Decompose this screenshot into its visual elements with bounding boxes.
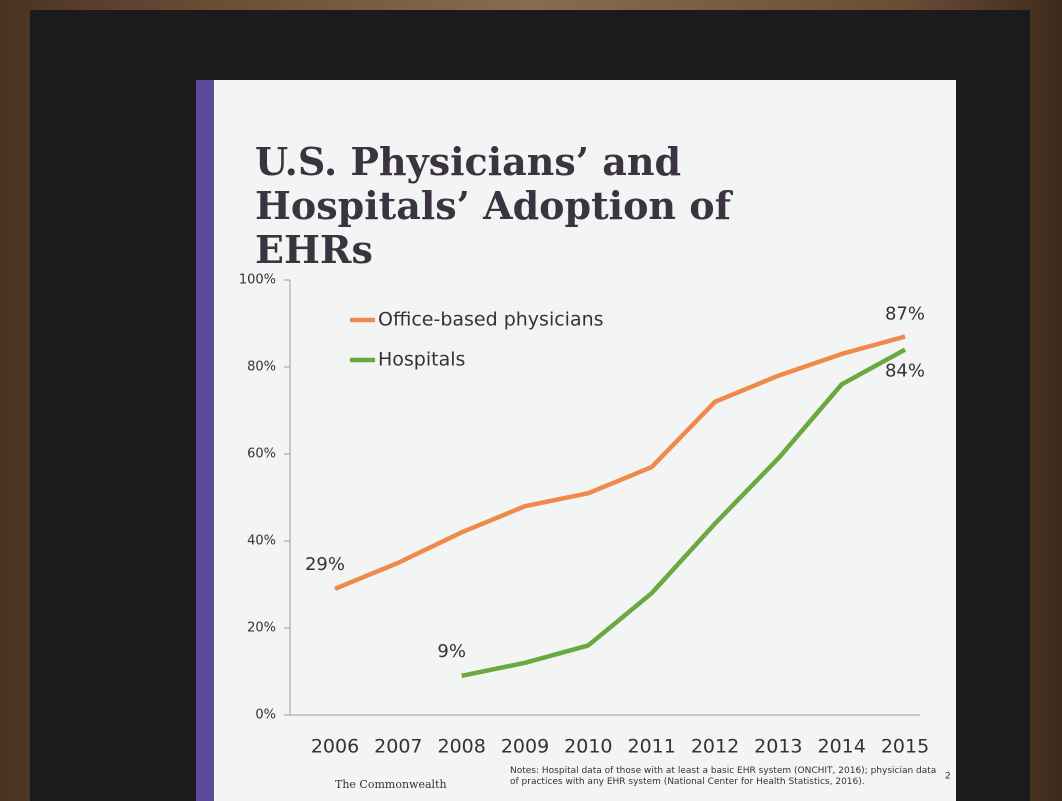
y-tick-label: 40% bbox=[247, 534, 276, 549]
x-tick-label: 2015 bbox=[881, 736, 929, 758]
chart: The Commonwealth 2 0% 20% 40% 60% 80% 100% 200… bbox=[0, 0, 1062, 801]
x-tick-label: 2009 bbox=[501, 736, 549, 758]
series-line bbox=[462, 350, 905, 676]
x-tick-label: 2007 bbox=[374, 736, 422, 758]
x-tick-label: 2010 bbox=[564, 736, 612, 758]
x-tick-label: 2013 bbox=[754, 736, 802, 758]
x-tick-label: 2008 bbox=[437, 736, 485, 758]
x-tick-label: 2014 bbox=[817, 736, 865, 758]
page-number: 2 bbox=[945, 772, 951, 782]
series-line bbox=[335, 337, 905, 589]
data-label: 29% bbox=[305, 554, 345, 575]
x-tick-label: 2012 bbox=[691, 736, 739, 758]
data-label: 87% bbox=[885, 304, 925, 325]
legend-label: Office-based physicians bbox=[378, 309, 604, 331]
x-tick-label: 2011 bbox=[627, 736, 675, 758]
y-tick-label: 80% bbox=[247, 360, 276, 375]
y-tick-label: 0% bbox=[255, 708, 276, 723]
source: The Commonwealth bbox=[335, 778, 447, 791]
y-tick-label: 20% bbox=[247, 621, 276, 636]
y-tick-label: 100% bbox=[239, 273, 276, 288]
legend-label: Hospitals bbox=[378, 349, 465, 371]
notes: Notes: Hospital data of those with at le… bbox=[510, 766, 940, 788]
y-tick-label: 60% bbox=[247, 447, 276, 462]
data-label: 84% bbox=[885, 361, 925, 382]
x-tick-label: 2006 bbox=[311, 736, 359, 758]
data-label: 9% bbox=[437, 641, 466, 662]
